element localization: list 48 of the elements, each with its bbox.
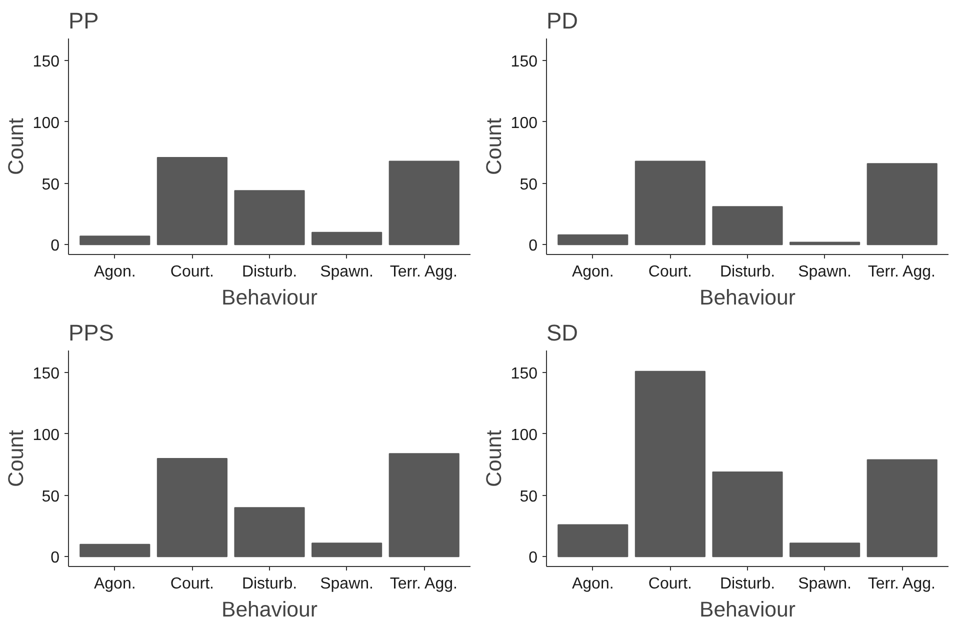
y-tick-label: 0 — [528, 550, 538, 567]
x-tick-label: Disturb. — [720, 264, 776, 280]
x-tick-label: Terr. Agg. — [390, 264, 458, 280]
y-axis-title: Count — [482, 118, 506, 175]
y-axis-title: Count — [4, 430, 28, 487]
chart-title: SD — [546, 320, 578, 346]
y-tick-label: 150 — [32, 366, 60, 383]
y-tick-label: 150 — [510, 366, 538, 383]
x-axis-title: Behaviour — [699, 598, 796, 622]
y-tick-label: 50 — [42, 176, 60, 194]
x-tick-label: Terr. Agg. — [868, 576, 936, 592]
x-tick-label: Disturb. — [720, 576, 776, 592]
y-tick-label: 50 — [520, 176, 538, 194]
x-tick-label: Disturb. — [242, 576, 298, 592]
chart-title: PPS — [68, 320, 114, 346]
x-tick-label: Disturb. — [242, 264, 298, 280]
y-tick-label: 150 — [32, 54, 60, 71]
x-tick-label: Terr. Agg. — [868, 264, 936, 280]
y-axis-title: Count — [4, 118, 28, 175]
y-tick-label: 0 — [528, 238, 538, 255]
y-tick-label: 50 — [42, 488, 60, 506]
y-tick-label: 0 — [50, 238, 60, 255]
y-tick-label: 0 — [50, 550, 60, 567]
x-tick-label: Agon. — [94, 264, 136, 280]
x-tick-label: Terr. Agg. — [390, 576, 458, 592]
y-axis-title: Count — [482, 430, 506, 487]
x-tick-label: Court. — [170, 576, 214, 592]
y-tick-label: 100 — [510, 426, 538, 444]
y-tick-label: 100 — [32, 114, 60, 132]
y-tick-label: 150 — [510, 54, 538, 71]
x-tick-label: Court. — [648, 264, 692, 280]
x-tick-label: Spawn. — [798, 264, 852, 280]
y-tick-label: 50 — [520, 488, 538, 506]
x-tick-label: Spawn. — [320, 264, 374, 280]
x-axis-title: Behaviour — [221, 286, 318, 310]
chart-title: PP — [68, 8, 99, 34]
chart-title: PD — [546, 8, 578, 34]
x-tick-label: Agon. — [94, 576, 136, 592]
x-tick-label: Spawn. — [798, 576, 852, 592]
x-axis-title: Behaviour — [699, 286, 796, 310]
x-tick-label: Court. — [648, 576, 692, 592]
y-tick-label: 100 — [32, 426, 60, 444]
x-tick-label: Agon. — [572, 264, 614, 280]
x-axis-title: Behaviour — [221, 598, 318, 622]
x-tick-label: Court. — [170, 264, 214, 280]
y-tick-label: 100 — [510, 114, 538, 132]
x-tick-label: Spawn. — [320, 576, 374, 592]
x-tick-label: Agon. — [572, 576, 614, 592]
